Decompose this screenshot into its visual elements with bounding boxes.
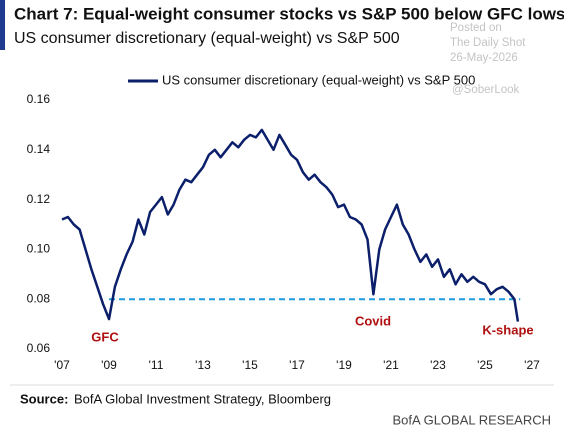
annotation: GFC [91, 329, 119, 344]
y-tick-label: 0.16 [27, 92, 51, 106]
source-label: Source: [20, 391, 68, 406]
x-tick-label: '07 [54, 358, 70, 372]
source: BofA Global Investment Strategy, Bloombe… [74, 391, 331, 406]
x-tick-label: '25 [477, 358, 493, 372]
watermark: The Daily Shot [450, 37, 526, 49]
chart-title: Chart 7: Equal-weight consumer stocks vs… [14, 4, 564, 23]
x-tick-label: '11 [149, 358, 164, 372]
watermark: 26-May-2026 [450, 52, 518, 64]
watermark: Posted on [450, 22, 502, 34]
x-tick-label: '17 [289, 358, 305, 372]
x-tick-label: '13 [195, 358, 211, 372]
watermark: @SoberLook [452, 84, 520, 96]
footer: BofA GLOBAL RESEARCH [393, 412, 551, 427]
y-tick-label: 0.08 [27, 291, 51, 305]
x-tick-label: '23 [430, 358, 446, 372]
y-tick-label: 0.06 [27, 341, 51, 355]
y-tick-label: 0.14 [27, 142, 51, 156]
y-tick-label: 0.12 [27, 192, 51, 206]
x-tick-label: '21 [383, 358, 399, 372]
x-tick-label: '19 [336, 358, 352, 372]
accent-bar [0, 0, 5, 50]
x-tick-label: '15 [242, 358, 258, 372]
x-tick-label: '09 [101, 358, 117, 372]
data-line [61, 128, 520, 322]
annotation: Covid [355, 313, 391, 328]
x-tick-label: '27 [524, 358, 540, 372]
y-tick-label: 0.10 [27, 242, 51, 256]
chart-subtitle: US consumer discretionary (equal-weight)… [14, 30, 400, 47]
annotation: K-shape [482, 322, 533, 337]
legend-label: US consumer discretionary (equal-weight)… [162, 72, 475, 87]
